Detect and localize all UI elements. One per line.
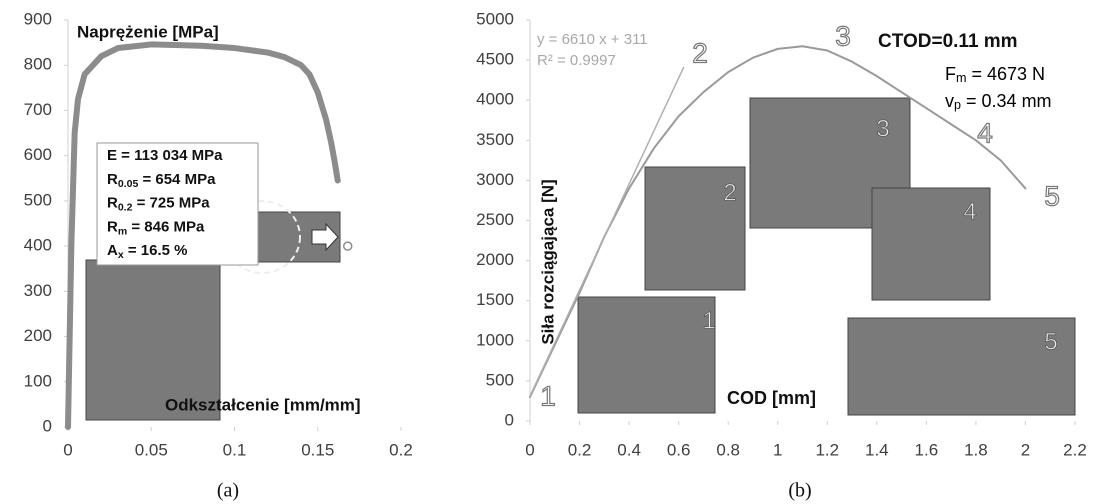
x-tick-label: 0.15	[301, 440, 334, 459]
fit-r2: R² = 0.9997	[537, 52, 616, 69]
text-part: = 4673 N	[967, 64, 1046, 84]
marker	[344, 242, 352, 250]
subscript: p	[954, 98, 961, 112]
y-tick-label: 3000	[476, 170, 514, 189]
y-tick-label: 2500	[476, 210, 514, 229]
text-part: = 846 MPa	[127, 218, 205, 235]
point-label: 5	[1044, 180, 1060, 211]
photo-label: 2	[723, 179, 736, 206]
y-tick-label: 500	[24, 190, 52, 209]
x-tick-label: 1.4	[865, 440, 889, 459]
point-label: 2	[692, 37, 708, 68]
point-label: 1	[540, 380, 556, 411]
y-tick-label: 500	[486, 370, 514, 389]
x-tick-label: 1.6	[915, 440, 939, 459]
x-tick-label: 0.8	[716, 440, 740, 459]
y-axis-title: Naprężenie [MPa]	[77, 22, 219, 41]
photo-label: 4	[963, 198, 976, 225]
subscript: m	[956, 71, 967, 85]
y-tick-label: 4000	[476, 90, 514, 109]
y-tick-label: 100	[24, 371, 52, 390]
text-part: = 0.34 mm	[961, 91, 1052, 111]
y-tick-label: 2000	[476, 250, 514, 269]
x-tick-label: 2.2	[1063, 440, 1087, 459]
x-axis-title: Odkształcenie [mm/mm]	[165, 395, 361, 414]
photo	[848, 318, 1075, 415]
annotation: Fm = 4673 N	[945, 64, 1045, 86]
y-tick-label: 4500	[476, 50, 514, 69]
ctod-label: CTOD=0.11 mm	[878, 31, 1018, 52]
annotation: vp = 0.34 mm	[945, 91, 1052, 113]
text-part: R	[107, 218, 118, 235]
text-part: = 16.5 %	[124, 242, 188, 259]
point-label: 4	[977, 117, 993, 148]
point-label: 3	[835, 20, 851, 51]
x-tick-label: 0.1	[223, 440, 247, 459]
text-part: F	[945, 64, 956, 84]
x-tick-label: 0	[525, 440, 534, 459]
y-axis-title: Siła rozciągająca [N]	[538, 179, 557, 344]
y-tick-label: 1500	[476, 290, 514, 309]
y-tick-label: 400	[24, 236, 52, 255]
y-tick-label: 0	[505, 410, 514, 429]
subscript: 0.2	[118, 201, 133, 213]
text-part: = 725 MPa	[132, 195, 210, 212]
x-tick-label: 1.8	[964, 440, 988, 459]
y-tick-label: 5000	[476, 9, 514, 28]
x-tick-label: 2	[1021, 440, 1030, 459]
text-part: E = 113 034 MPa	[107, 147, 223, 164]
text-part: A	[107, 242, 118, 259]
x-tick-label: 0.2	[568, 440, 592, 459]
text-part: v	[945, 91, 954, 111]
y-tick-label: 3500	[476, 130, 514, 149]
text-part: = 654 MPa	[138, 171, 216, 188]
x-axis-title: COD [mm]	[727, 388, 816, 408]
y-tick-label: 600	[24, 145, 52, 164]
x-tick-label: 1.2	[815, 440, 839, 459]
y-tick-label: 900	[24, 9, 52, 28]
caption: (a)	[217, 480, 239, 502]
figure: 010020030040050060070080090000.050.10.15…	[0, 0, 1101, 504]
photo-label: 3	[876, 115, 889, 142]
y-tick-label: 1000	[476, 330, 514, 349]
x-tick-label: 0.2	[389, 440, 413, 459]
subscript: 0.05	[118, 178, 139, 190]
x-tick-label: 0.4	[617, 440, 641, 459]
y-tick-label: 300	[24, 281, 52, 300]
caption: (b)	[788, 480, 811, 502]
y-tick-label: 200	[24, 326, 52, 345]
text-part: R	[107, 171, 118, 188]
y-tick-label: 0	[43, 416, 52, 435]
x-tick-label: 1	[773, 440, 782, 459]
photo-label: 5	[1044, 328, 1057, 355]
x-tick-label: 0	[63, 440, 72, 459]
subscript: m	[118, 225, 127, 237]
x-tick-label: 0.05	[135, 440, 168, 459]
photo-label: 1	[702, 307, 715, 334]
fit-equation: y = 6610 x + 311	[537, 31, 648, 48]
x-tick-label: 0.6	[667, 440, 691, 459]
text-part: R	[107, 195, 118, 212]
photo	[578, 297, 715, 413]
y-tick-label: 800	[24, 55, 52, 74]
annotation: E = 113 034 MPa	[107, 147, 223, 164]
y-tick-label: 700	[24, 100, 52, 119]
